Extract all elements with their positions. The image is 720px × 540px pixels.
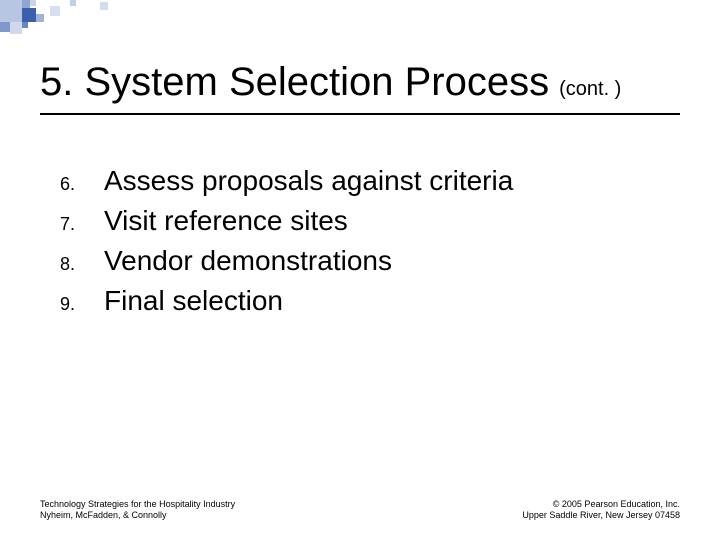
footer-right-line2: Upper Saddle River, New Jersey 07458 xyxy=(522,510,680,522)
list-item-text: Final selection xyxy=(104,285,283,317)
slide-title: 5. System Selection Process xyxy=(40,60,549,105)
deco-square xyxy=(22,0,30,8)
deco-square xyxy=(10,22,22,34)
deco-square xyxy=(22,8,36,22)
deco-square xyxy=(0,22,10,32)
list-item-number: 6. xyxy=(60,174,104,195)
footer-right-line1: © 2005 Pearson Education, Inc. xyxy=(522,499,680,511)
list-item-number: 9. xyxy=(60,294,104,315)
list-item-number: 8. xyxy=(60,254,104,275)
deco-square xyxy=(22,22,28,28)
deco-square xyxy=(100,2,108,10)
deco-square xyxy=(30,0,36,6)
footer: Technology Strategies for the Hospitalit… xyxy=(40,499,680,522)
list-item: 8.Vendor demonstrations xyxy=(60,245,680,277)
deco-square xyxy=(0,0,22,22)
deco-square xyxy=(70,0,76,6)
footer-right: © 2005 Pearson Education, Inc. Upper Sad… xyxy=(522,499,680,522)
list-item: 6.Assess proposals against criteria xyxy=(60,165,680,197)
list-item-text: Assess proposals against criteria xyxy=(104,165,513,197)
corner-decoration xyxy=(0,0,140,44)
title-row: 5. System Selection Process (cont. ) xyxy=(40,60,680,115)
list-item-text: Visit reference sites xyxy=(104,205,348,237)
footer-left-line2: Nyheim, McFadden, & Connolly xyxy=(40,510,235,522)
list-item-number: 7. xyxy=(60,214,104,235)
slide-body: 5. System Selection Process (cont. ) 6.A… xyxy=(40,60,680,325)
footer-left-line1: Technology Strategies for the Hospitalit… xyxy=(40,499,235,511)
slide-title-cont: (cont. ) xyxy=(559,78,621,101)
numbered-list: 6.Assess proposals against criteria7.Vis… xyxy=(60,165,680,317)
list-item-text: Vendor demonstrations xyxy=(104,245,392,277)
list-item: 9.Final selection xyxy=(60,285,680,317)
list-item: 7.Visit reference sites xyxy=(60,205,680,237)
deco-square xyxy=(50,6,60,16)
deco-square xyxy=(36,14,44,22)
footer-left: Technology Strategies for the Hospitalit… xyxy=(40,499,235,522)
